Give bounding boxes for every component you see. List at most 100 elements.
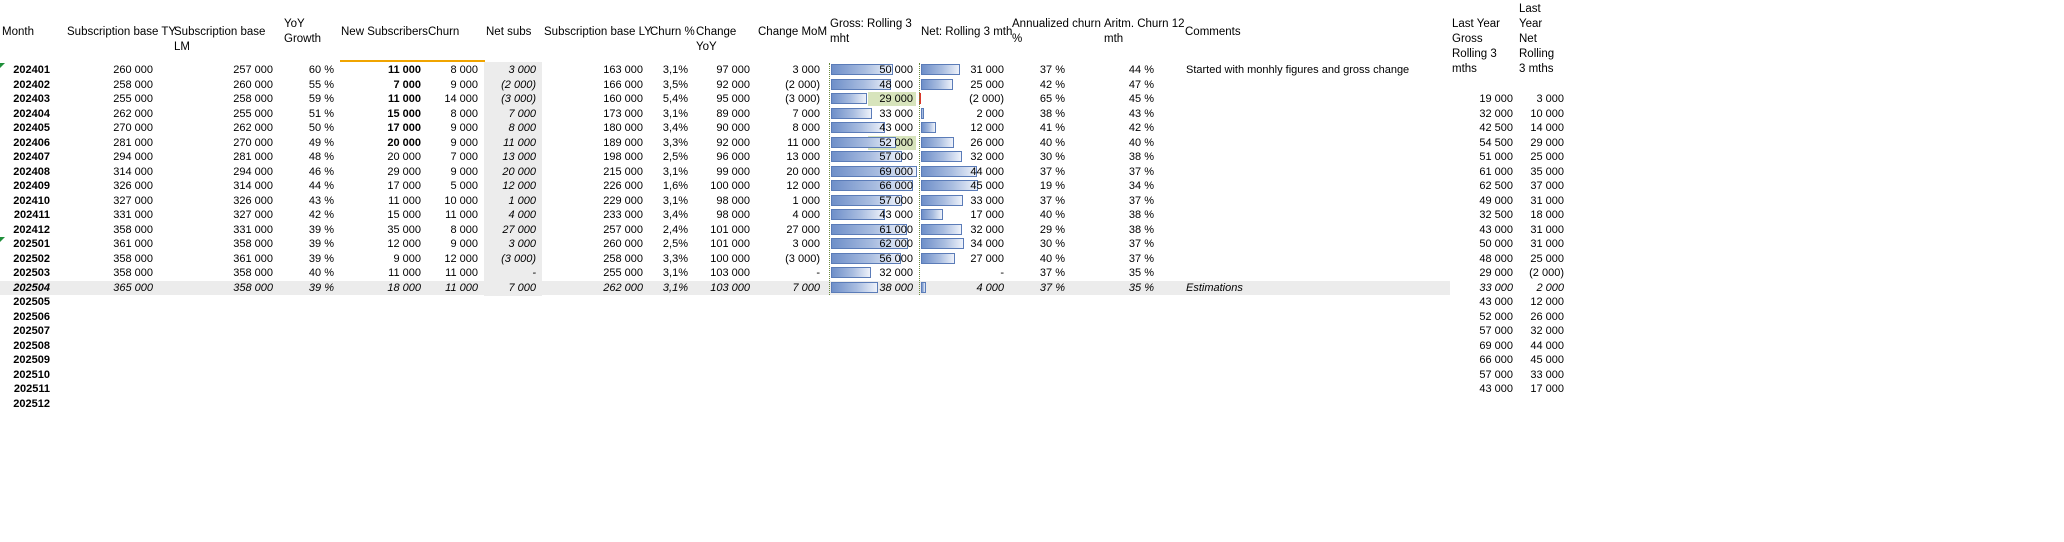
cell-change-mom[interactable]: 7 000 — [792, 281, 820, 294]
cell-change-yoy[interactable]: 95 000 — [716, 93, 750, 105]
cell-ly-gross[interactable]: 52 000 — [1479, 310, 1513, 323]
cell-yoy[interactable]: 55 % — [308, 78, 334, 91]
header-net-rolling[interactable]: Net: Rolling 3 mth — [921, 26, 1013, 38]
cell-new-subs[interactable]: 18 000 — [387, 281, 421, 294]
cell-ann-churn[interactable]: 37 % — [1039, 194, 1065, 207]
cell-yoy[interactable]: 59 % — [308, 93, 334, 105]
cell-arith-churn[interactable]: 38 % — [1128, 151, 1154, 163]
cell-arith-churn[interactable]: 40 % — [1128, 136, 1154, 149]
cell-churn[interactable]: 9 000 — [450, 238, 478, 250]
cell-gross-rolling[interactable]: 62 000 — [879, 238, 913, 250]
cell-gross-rolling[interactable]: 52 000 — [879, 136, 913, 149]
cell-change-mom[interactable]: 1 000 — [792, 194, 820, 207]
cell-net-rolling[interactable]: 4 000 — [976, 281, 1004, 294]
cell-ann-churn[interactable]: 37 % — [1039, 281, 1065, 294]
header-last-year-net[interactable]: Last Year Net Rolling 3 mths — [1519, 3, 1555, 75]
cell-yoy[interactable]: 39 % — [308, 252, 334, 265]
cell-month[interactable]: 202405 — [13, 122, 50, 134]
cell-net-subs[interactable]: 11 000 — [503, 136, 536, 149]
cell-ann-churn[interactable]: 40 % — [1039, 209, 1065, 221]
cell-churn-pct[interactable]: 1,6% — [662, 180, 688, 192]
cell-new-subs[interactable]: 20 000 — [387, 136, 421, 149]
cell-sub-lm[interactable]: 326 000 — [233, 194, 273, 207]
cell-arith-churn[interactable]: 37 % — [1128, 194, 1154, 207]
cell-churn-pct[interactable]: 3,3% — [662, 136, 688, 149]
cell-sub-ly[interactable]: 257 000 — [603, 223, 643, 236]
cell-sub-ty[interactable]: 331 000 — [113, 209, 153, 221]
cell-net-subs[interactable]: - — [532, 267, 536, 279]
cell-net-rolling[interactable]: 44 000 — [970, 165, 1004, 178]
cell-ly-net[interactable]: 32 000 — [1530, 325, 1564, 337]
cell-new-subs[interactable]: 35 000 — [387, 223, 421, 236]
cell-churn-pct[interactable]: 3,1% — [662, 281, 688, 294]
cell-gross-rolling[interactable]: 50 000 — [879, 64, 913, 76]
cell-ly-gross[interactable]: 57 000 — [1479, 368, 1513, 381]
cell-yoy[interactable]: 48 % — [308, 151, 334, 163]
cell-arith-churn[interactable]: 34 % — [1128, 180, 1154, 192]
cell-net-subs[interactable]: 8 000 — [508, 122, 536, 134]
cell-net-rolling[interactable]: 25 000 — [970, 78, 1004, 91]
cell-change-mom[interactable]: 8 000 — [792, 122, 820, 134]
cell-month[interactable]: 202402 — [13, 78, 50, 91]
cell-change-mom[interactable]: 12 000 — [786, 180, 820, 192]
cell-arith-churn[interactable]: 37 % — [1128, 238, 1154, 250]
cell-sub-lm[interactable]: 257 000 — [233, 64, 273, 76]
cell-change-yoy[interactable]: 98 000 — [716, 194, 750, 207]
cell-sub-ly[interactable]: 215 000 — [603, 165, 643, 178]
cell-ly-gross[interactable]: 57 000 — [1479, 325, 1513, 337]
cell-net-rolling[interactable]: 27 000 — [970, 252, 1004, 265]
cell-ann-churn[interactable]: 37 % — [1039, 267, 1065, 279]
cell-change-mom[interactable]: 11 000 — [787, 136, 820, 149]
cell-ly-gross[interactable]: 54 500 — [1479, 136, 1513, 149]
cell-sub-lm[interactable]: 327 000 — [233, 209, 273, 221]
cell-yoy[interactable]: 40 % — [308, 267, 334, 279]
cell-churn-pct[interactable]: 3,3% — [662, 252, 688, 265]
cell-change-mom[interactable]: 3 000 — [792, 238, 820, 250]
cell-month[interactable]: 202412 — [13, 223, 50, 236]
header-subscription-base-ly[interactable]: Subscription base LY — [544, 26, 652, 38]
cell-sub-ly[interactable]: 189 000 — [603, 136, 643, 149]
cell-churn-pct[interactable]: 3,1% — [662, 165, 688, 178]
cell-gross-rolling[interactable]: 32 000 — [879, 267, 913, 279]
header-churn[interactable]: Churn — [428, 26, 460, 38]
cell-yoy[interactable]: 39 % — [308, 238, 334, 250]
cell-change-yoy[interactable]: 98 000 — [716, 209, 750, 221]
cell-arith-churn[interactable]: 37 % — [1128, 165, 1154, 178]
cell-ly-net[interactable]: 25 000 — [1530, 252, 1564, 265]
cell-change-mom[interactable]: - — [816, 267, 820, 279]
cell-month[interactable]: 202512 — [13, 397, 50, 410]
cell-net-rolling[interactable]: 32 000 — [970, 223, 1004, 236]
cell-new-subs[interactable]: 20 000 — [387, 151, 421, 163]
cell-arith-churn[interactable]: 38 % — [1128, 223, 1154, 236]
cell-change-mom[interactable]: 7 000 — [792, 107, 820, 120]
cell-ly-gross[interactable]: 42 500 — [1479, 122, 1513, 134]
cell-net-subs[interactable]: 3 000 — [508, 64, 536, 76]
cell-sub-ly[interactable]: 163 000 — [603, 64, 643, 76]
cell-month[interactable]: 202507 — [13, 325, 50, 337]
cell-ly-net[interactable]: 2 000 — [1536, 281, 1564, 294]
cell-arith-churn[interactable]: 47 % — [1128, 78, 1154, 91]
cell-churn[interactable]: 8 000 — [450, 223, 478, 236]
cell-sub-ly[interactable]: 198 000 — [603, 151, 643, 163]
cell-ann-churn[interactable]: 41 % — [1039, 122, 1065, 134]
cell-churn[interactable]: 14 000 — [444, 93, 478, 105]
cell-net-rolling[interactable]: - — [1000, 267, 1004, 279]
cell-change-yoy[interactable]: 99 000 — [716, 165, 750, 178]
cell-churn-pct[interactable]: 3,4% — [662, 209, 688, 221]
cell-net-rolling[interactable]: 32 000 — [970, 151, 1004, 163]
cell-ly-net[interactable]: 45 000 — [1530, 354, 1564, 366]
cell-month[interactable]: 202502 — [13, 252, 50, 265]
cell-sub-lm[interactable]: 260 000 — [233, 78, 273, 91]
cell-month[interactable]: 202401 — [13, 64, 50, 76]
cell-net-rolling[interactable]: 26 000 — [970, 136, 1004, 149]
cell-change-yoy[interactable]: 103 000 — [710, 267, 750, 279]
cell-change-mom[interactable]: 13 000 — [786, 151, 820, 163]
cell-sub-ly[interactable]: 229 000 — [603, 194, 643, 207]
cell-change-mom[interactable]: 3 000 — [792, 64, 820, 76]
cell-new-subs[interactable]: 11 000 — [388, 267, 421, 279]
cell-ly-gross[interactable]: 43 000 — [1479, 296, 1513, 308]
cell-ly-gross[interactable]: 43 000 — [1479, 383, 1513, 395]
cell-change-mom[interactable]: (3 000) — [785, 93, 820, 105]
cell-sub-ty[interactable]: 260 000 — [113, 64, 153, 76]
